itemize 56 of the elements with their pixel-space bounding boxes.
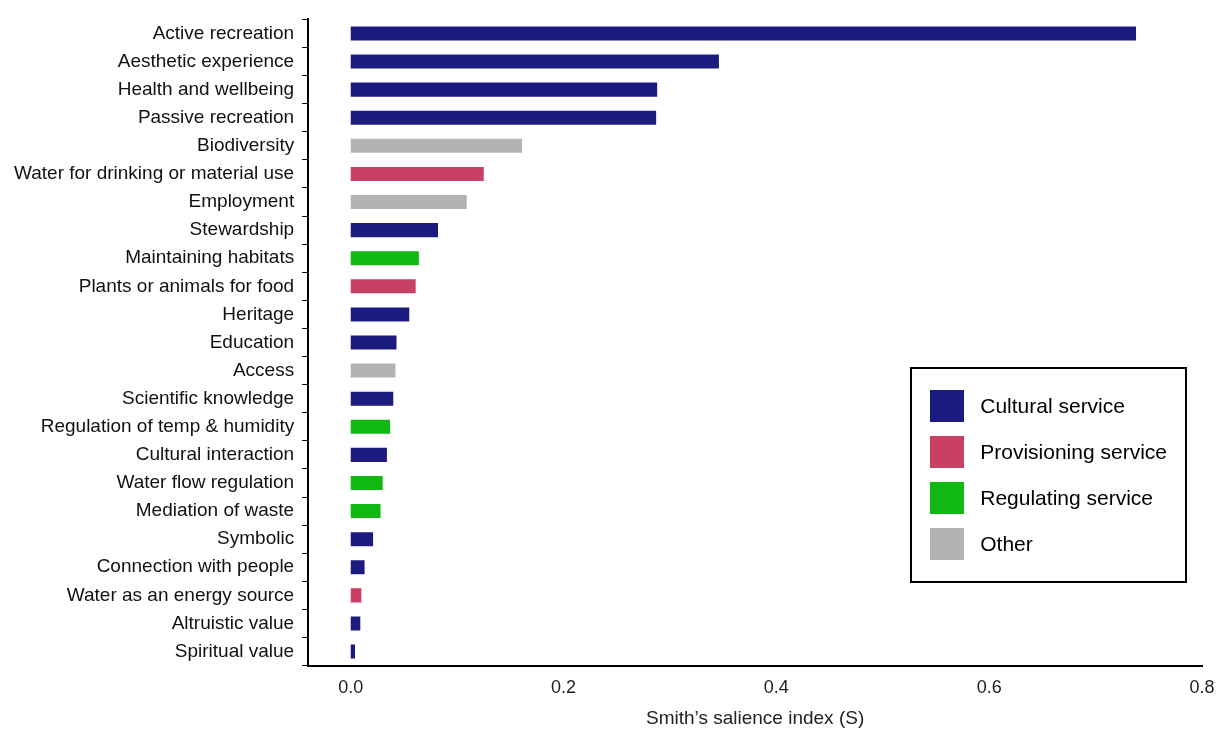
y-tick-label: Maintaining habitats: [125, 246, 295, 268]
y-tick-label: Water as an energy source: [66, 583, 295, 605]
bar: [350, 335, 397, 350]
x-tick-label: 0.4: [763, 677, 789, 698]
bar: [350, 644, 355, 659]
bar: [350, 138, 523, 153]
y-tick-label: Employment: [188, 190, 295, 212]
y-tick-label: Symbolic: [217, 527, 295, 549]
bar: [350, 504, 381, 519]
y-tick-label: Passive recreation: [137, 105, 295, 127]
bar: [350, 82, 658, 97]
y-tick-label: Connection with people: [96, 555, 295, 577]
bar: [350, 54, 719, 69]
y-tick-label: Stewardship: [189, 218, 295, 240]
bar: [350, 251, 419, 266]
legend-label: Cultural service: [980, 394, 1125, 418]
y-tick-label: Heritage: [222, 302, 295, 324]
bar: [350, 110, 657, 125]
bar: [350, 532, 374, 547]
bar: [350, 475, 383, 490]
legend-label: Provisioning service: [980, 440, 1167, 464]
bar: [350, 391, 394, 406]
bar: [350, 195, 467, 210]
bar: [350, 166, 484, 181]
bar: [350, 223, 438, 238]
bar: [350, 307, 410, 322]
bar: [350, 419, 391, 434]
y-tick-label: Biodiversity: [197, 134, 295, 156]
y-tick-label: Water flow regulation: [116, 471, 295, 493]
x-tick-label: 0.2: [551, 677, 577, 698]
bar: [350, 447, 387, 462]
bar: [350, 363, 396, 378]
y-tick-label: Access: [232, 358, 295, 380]
bar: [350, 616, 361, 631]
y-tick-label: Regulation of temp & humidity: [40, 415, 295, 437]
y-tick-label: Plants or animals for food: [78, 274, 295, 296]
y-tick-label: Spiritual value: [174, 639, 295, 661]
bar: [350, 560, 365, 575]
legend-label: Other: [980, 532, 1033, 556]
x-tick-label: 0.0: [338, 677, 364, 698]
y-tick-label: Aesthetic experience: [117, 49, 295, 71]
bar: [350, 26, 1137, 41]
y-tick-label: Active recreation: [152, 21, 295, 43]
y-tick-label: Water for drinking or material use: [13, 162, 295, 184]
bar: [350, 279, 416, 294]
x-axis-title: Smith’s salience index (S): [645, 706, 865, 728]
y-tick-label: Education: [209, 330, 295, 352]
y-tick-label: Cultural interaction: [135, 443, 295, 465]
y-tick-label: Scientific knowledge: [122, 386, 295, 408]
y-tick-label: Altruistic value: [171, 611, 295, 633]
legend-label: Regulating service: [980, 486, 1154, 510]
y-tick-label: Mediation of waste: [135, 499, 295, 521]
x-tick-label: 0.8: [1189, 677, 1215, 698]
x-tick-label: 0.6: [976, 677, 1002, 698]
y-tick-label: Health and wellbeing: [117, 77, 295, 99]
bar: [350, 588, 362, 603]
